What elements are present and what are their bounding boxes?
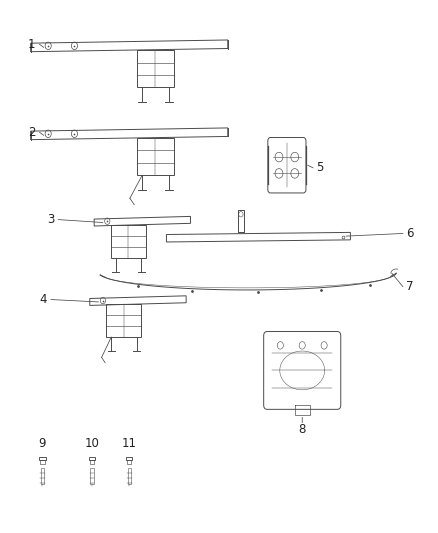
Text: 3: 3 <box>47 213 54 226</box>
Bar <box>128 467 131 484</box>
Bar <box>39 457 46 460</box>
Text: 5: 5 <box>316 161 323 174</box>
Bar <box>41 467 44 484</box>
Bar <box>127 460 131 464</box>
Text: 4: 4 <box>39 293 47 306</box>
Bar <box>137 138 174 175</box>
Text: 2: 2 <box>28 126 35 139</box>
Bar <box>126 457 132 460</box>
Text: 11: 11 <box>122 438 137 450</box>
Bar <box>40 460 45 464</box>
Text: 7: 7 <box>406 280 413 293</box>
Text: 1: 1 <box>28 38 35 51</box>
Text: 6: 6 <box>406 227 413 240</box>
Text: 9: 9 <box>39 438 46 450</box>
Bar <box>137 50 174 87</box>
Text: 10: 10 <box>85 438 99 450</box>
Bar <box>90 460 94 464</box>
Bar <box>88 457 95 460</box>
Bar <box>111 225 146 258</box>
Bar <box>106 304 141 337</box>
Text: 8: 8 <box>299 423 306 435</box>
Bar <box>90 467 93 484</box>
